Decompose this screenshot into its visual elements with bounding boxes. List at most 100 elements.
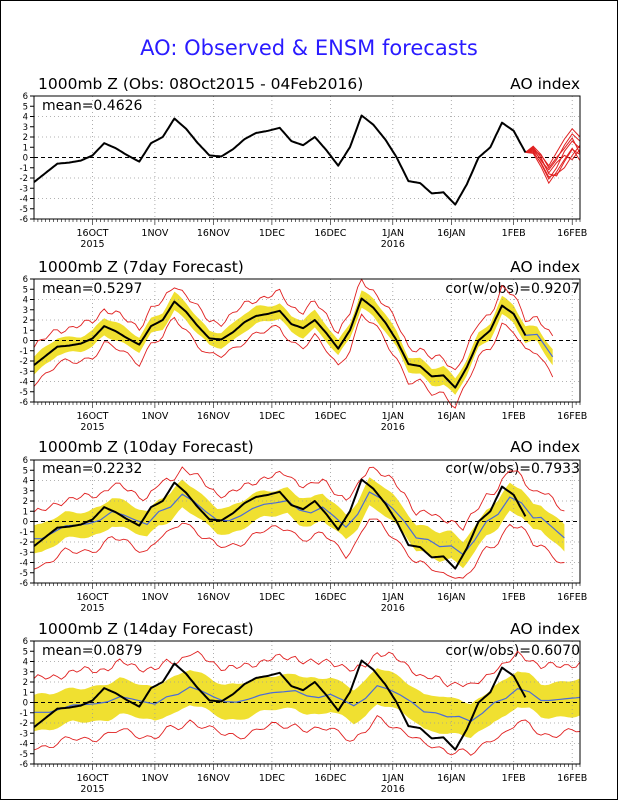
y-tick-label: -6 bbox=[20, 579, 28, 589]
y-tick-label: 6 bbox=[23, 92, 28, 102]
y-tick-label: 5 bbox=[23, 466, 28, 476]
panel-header-left: 1000mb Z (10day Forecast) bbox=[38, 438, 254, 456]
x-tick-label: 1JAN bbox=[382, 773, 404, 784]
x-tick-label: 16NOV bbox=[197, 228, 231, 239]
forecast-member-line bbox=[525, 148, 581, 174]
x-tick-label: 16FEB bbox=[557, 228, 587, 239]
x-tick-label: 16FEB bbox=[557, 592, 587, 603]
y-tick-label: -3 bbox=[20, 367, 28, 377]
y-tick-label: -1 bbox=[20, 164, 28, 174]
observed-line bbox=[33, 478, 527, 570]
y-tick-label: 5 bbox=[23, 102, 28, 112]
x-tick-label: 16JAN bbox=[437, 592, 465, 603]
forecast-member-line bbox=[525, 144, 581, 178]
y-tick-label: 3 bbox=[23, 668, 28, 678]
y-tick-label: -6 bbox=[20, 398, 28, 408]
x-tick-label: 16OCT bbox=[76, 592, 108, 603]
spread-upper-edge bbox=[33, 650, 581, 688]
y-tick-label: 3 bbox=[23, 487, 28, 497]
forecast-member-line bbox=[525, 137, 581, 169]
spread-layer bbox=[34, 477, 565, 569]
panel-7day-forecast: 1000mb Z (7day Forecast) AO index mean=0… bbox=[20, 258, 588, 433]
y-tick-label: 2 bbox=[23, 678, 28, 688]
y-tick-label: 4 bbox=[23, 113, 28, 123]
y-tick-label: -3 bbox=[20, 548, 28, 558]
ensemble-mean-line bbox=[34, 491, 565, 556]
x-tick-label: 16NOV bbox=[197, 411, 231, 422]
panel-header-left: 1000mb Z (Obs: 08Oct2015 - 04Feb2016) bbox=[38, 75, 363, 93]
panel-header-right: AO index bbox=[510, 75, 580, 93]
y-tick-label: 0 bbox=[23, 337, 28, 347]
ensemble-mean-line bbox=[34, 685, 581, 723]
x-tick-year-label: 2016 bbox=[381, 784, 405, 795]
panel-header-left: 1000mb Z (7day Forecast) bbox=[38, 258, 244, 276]
y-tick-label: 1 bbox=[23, 507, 28, 517]
spread-band bbox=[34, 477, 565, 569]
cor-label: cor(w/obs)=0.9207 bbox=[445, 281, 580, 297]
panel-header-right: AO index bbox=[510, 258, 580, 276]
forecast-member-line bbox=[525, 147, 581, 185]
x-tick-label: 16DEC bbox=[314, 228, 346, 239]
spread-band bbox=[34, 668, 580, 738]
y-tick-label: 3 bbox=[23, 123, 28, 133]
y-tick-label: 1 bbox=[23, 143, 28, 153]
y-tick-label: -4 bbox=[20, 559, 28, 569]
y-tick-label: 3 bbox=[23, 306, 28, 316]
forecast-member-line bbox=[525, 146, 581, 177]
x-tick-label: 16OCT bbox=[76, 773, 108, 784]
x-tick-label: 1NOV bbox=[141, 411, 168, 422]
x-tick-label: 16NOV bbox=[197, 773, 231, 784]
observed-line bbox=[33, 659, 527, 751]
spread-upper-edge bbox=[33, 278, 554, 371]
y-tick-label: -3 bbox=[20, 729, 28, 739]
x-tick-label: 16DEC bbox=[314, 592, 346, 603]
x-tick-label: 16NOV bbox=[197, 592, 231, 603]
y-tick-label: 5 bbox=[23, 285, 28, 295]
x-tick-label: 1DEC bbox=[259, 773, 285, 784]
spread-layer bbox=[34, 668, 580, 738]
y-tick-label: -5 bbox=[20, 388, 28, 398]
panel-header-left: 1000mb Z (14day Forecast) bbox=[38, 620, 254, 638]
x-tick-label: 1JAN bbox=[382, 411, 404, 422]
y-tick-label: -6 bbox=[20, 215, 28, 225]
spread-lower-edge bbox=[33, 714, 581, 756]
x-tick-year-label: 2016 bbox=[381, 603, 405, 614]
panel-header-right: AO index bbox=[510, 620, 580, 638]
x-tick-label: 1NOV bbox=[141, 773, 168, 784]
mean-label: mean=0.4626 bbox=[42, 98, 143, 114]
x-tick-year-label: 2016 bbox=[381, 239, 405, 250]
y-tick-label: 6 bbox=[23, 456, 28, 466]
x-tick-label: 16FEB bbox=[557, 773, 587, 784]
x-tick-year-label: 2015 bbox=[80, 422, 104, 433]
x-tick-label: 16DEC bbox=[314, 773, 346, 784]
spread-lower-edge bbox=[33, 518, 565, 579]
y-tick-label: 2 bbox=[23, 316, 28, 326]
y-tick-label: 5 bbox=[23, 647, 28, 657]
y-tick-label: -1 bbox=[20, 709, 28, 719]
forecast-member-line bbox=[525, 128, 581, 167]
x-tick-label: 16JAN bbox=[437, 773, 465, 784]
y-tick-label: -3 bbox=[20, 184, 28, 194]
x-tick-year-label: 2015 bbox=[80, 239, 104, 250]
observed-line bbox=[33, 114, 527, 206]
x-tick-label: 16FEB bbox=[557, 411, 587, 422]
y-tick-label: 4 bbox=[23, 658, 28, 668]
panel-10day-forecast: 1000mb Z (10day Forecast) AO index mean=… bbox=[20, 438, 588, 614]
x-tick-label: 1FEB bbox=[502, 592, 526, 603]
y-tick-label: -2 bbox=[20, 174, 28, 184]
x-tick-label: 1FEB bbox=[502, 228, 526, 239]
y-tick-label: 0 bbox=[23, 699, 28, 709]
y-tick-label: -1 bbox=[20, 347, 28, 357]
x-tick-year-label: 2015 bbox=[80, 603, 104, 614]
y-tick-label: 0 bbox=[23, 518, 28, 528]
x-tick-label: 1JAN bbox=[382, 228, 404, 239]
x-tick-label: 16JAN bbox=[437, 411, 465, 422]
cor-label: cor(w/obs)=0.6070 bbox=[445, 643, 580, 659]
spread-lower-edge bbox=[33, 313, 554, 409]
y-tick-label: 4 bbox=[23, 477, 28, 487]
x-tick-label: 16DEC bbox=[314, 411, 346, 422]
